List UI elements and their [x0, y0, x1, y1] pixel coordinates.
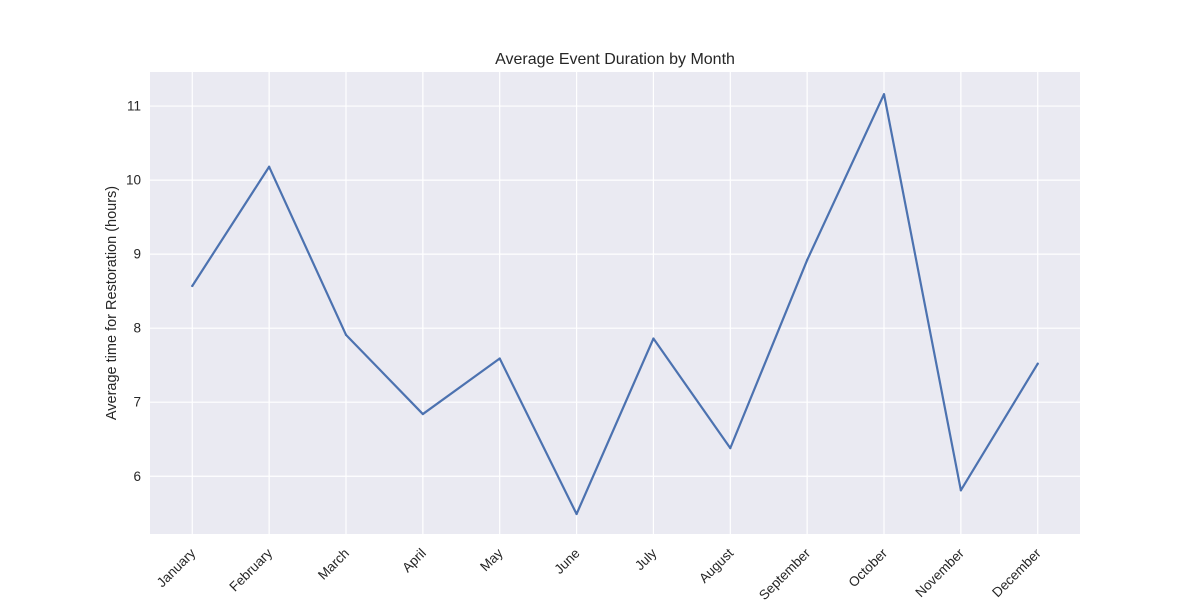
x-tick-label: May: [477, 545, 506, 574]
y-tick-label: 6: [133, 469, 141, 484]
y-tick-label: 10: [126, 173, 141, 188]
data-point: [806, 258, 809, 262]
data-point: [344, 333, 348, 336]
chart-title: Average Event Duration by Month: [495, 51, 735, 68]
x-tick-label: July: [632, 545, 660, 573]
x-tick-label: June: [551, 546, 582, 577]
x-tick-label: January: [154, 545, 199, 590]
x-tick-label: August: [696, 545, 737, 586]
data-point: [1036, 362, 1039, 365]
grid-lines: [150, 72, 1080, 534]
data-point: [421, 412, 424, 416]
x-tick-label: December: [989, 545, 1044, 600]
y-tick-label: 9: [133, 247, 141, 262]
series-line: [191, 93, 1039, 516]
data-point: [882, 93, 886, 96]
y-tick-label: 11: [127, 99, 141, 114]
y-tick-label: 8: [133, 321, 141, 336]
data-point: [652, 337, 655, 340]
data-point: [729, 447, 732, 450]
x-tick-label: April: [399, 546, 429, 576]
y-axis-ticks: 6 7 8 9 10 11: [126, 99, 141, 484]
plot-area: [150, 72, 1080, 534]
x-tick-label: November: [912, 545, 967, 600]
x-tick-label: March: [315, 546, 352, 583]
y-tick-label: 7: [133, 395, 141, 410]
data-point: [191, 284, 194, 288]
data-point: [575, 512, 578, 516]
x-tick-label: September: [756, 545, 814, 600]
x-tick-label: February: [226, 545, 275, 594]
y-axis-label: Average time for Restoration (hours): [104, 186, 120, 420]
x-axis-ticks: January February March April May June July Augu…: [154, 545, 1044, 603]
data-point: [268, 165, 271, 168]
data-point: [959, 489, 962, 492]
series-layer: [191, 93, 1039, 516]
x-tick-label: October: [846, 545, 891, 590]
data-point: [498, 357, 501, 360]
